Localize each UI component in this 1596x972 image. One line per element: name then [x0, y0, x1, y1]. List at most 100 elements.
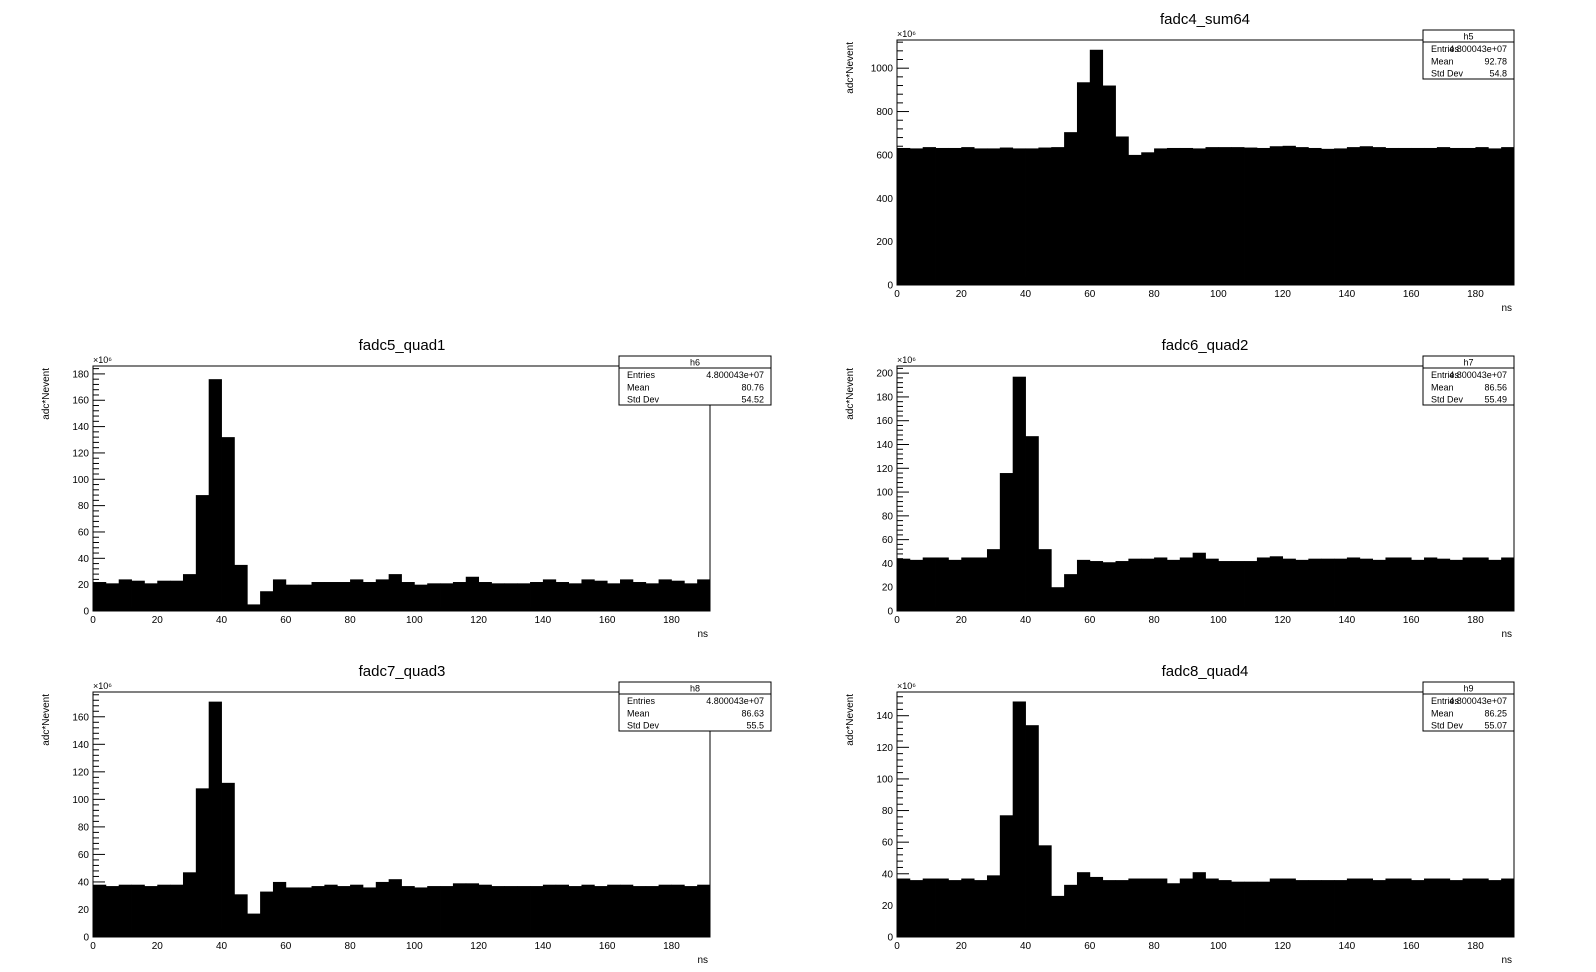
histogram-bar: [684, 886, 698, 937]
histogram-bar: [298, 887, 312, 937]
histogram-bar: [118, 579, 132, 611]
histogram-bar: [1334, 148, 1348, 285]
histogram-bar: [1218, 880, 1232, 937]
histogram-bar: [1424, 878, 1438, 937]
histogram-bar: [1128, 878, 1142, 937]
histogram-bar: [504, 583, 518, 611]
y-axis-label: adc*Nevent: [845, 42, 856, 94]
histogram-bar: [581, 579, 595, 611]
histogram-bar: [1154, 148, 1168, 285]
y-tick-label: 60: [78, 850, 90, 861]
stats-box-frame: [618, 681, 772, 732]
x-tick-label: 100: [1210, 615, 1227, 626]
histogram-bar: [1475, 557, 1489, 611]
y-tick-label: 20: [882, 901, 894, 912]
histogram-bar: [324, 884, 338, 937]
histogram-bar: [1231, 147, 1245, 285]
histogram-bar: [478, 884, 492, 937]
histogram-bars: [897, 376, 1515, 611]
histogram-bar: [1372, 147, 1386, 285]
histogram-bar: [285, 584, 300, 611]
y-tick-label: 140: [876, 440, 893, 451]
histogram-bar: [530, 886, 544, 937]
histogram-bar: [375, 579, 390, 611]
x-tick-label: 180: [663, 941, 680, 952]
histogram-bar: [131, 884, 145, 937]
histogram-bar: [311, 886, 325, 937]
histogram-bar: [1154, 878, 1168, 937]
stats-row-key: Entries: [1431, 696, 1460, 706]
histogram-bar: [1192, 552, 1206, 611]
histogram-bar: [1295, 147, 1309, 285]
x-tick-label: 0: [90, 615, 96, 626]
x-tick-label: 120: [470, 941, 487, 952]
stats-row-key: Mean: [1431, 382, 1454, 392]
histogram-bar: [1308, 147, 1322, 285]
x-tick-label: 120: [1274, 615, 1291, 626]
histogram-bar: [530, 582, 544, 611]
histogram-bar: [1102, 880, 1116, 937]
histogram-bar: [375, 881, 390, 937]
x-tick-label: 160: [1403, 941, 1420, 952]
histogram-bar: [974, 557, 988, 611]
histogram-bar: [935, 557, 949, 611]
y-tick-label: 160: [72, 712, 89, 723]
y-tick-label: 40: [78, 554, 90, 565]
histogram-bar: [157, 884, 171, 937]
histogram-bar: [1102, 562, 1116, 611]
histogram-bars: [93, 379, 711, 611]
histogram-bar: [1141, 558, 1155, 611]
x-tick-label: 60: [280, 941, 292, 952]
stats-row-value: 55.49: [1484, 395, 1507, 405]
histogram-bar: [414, 584, 428, 611]
histogram-bar: [1411, 559, 1425, 611]
histogram-bar: [1321, 558, 1335, 611]
histogram-bar: [1462, 557, 1476, 611]
histogram-bar: [1449, 880, 1463, 937]
histogram-bar: [1179, 147, 1194, 285]
histogram-bar: [1488, 148, 1502, 285]
x-tick-label: 20: [152, 615, 164, 626]
histogram-bar: [427, 583, 441, 611]
histogram-bar: [999, 473, 1014, 611]
histogram-bar: [948, 880, 962, 937]
stats-row-value: 4.800043e+07: [1449, 44, 1507, 54]
y-tick-label: 0: [83, 933, 89, 944]
histogram-bar: [1488, 559, 1502, 611]
histogram-bar: [1089, 876, 1104, 937]
histogram-bar: [632, 886, 647, 937]
histogram-bar: [452, 582, 467, 611]
y-axis-label: adc*Nevent: [845, 368, 856, 420]
histogram-bar: [658, 884, 672, 937]
histogram-bar: [1231, 881, 1245, 937]
histogram-bar: [620, 579, 634, 611]
stats-box-name: h7: [1463, 358, 1473, 368]
histogram-bar: [1308, 880, 1322, 937]
x-tick-label: 160: [599, 941, 616, 952]
histogram-bar: [324, 582, 338, 611]
histogram-bar: [260, 891, 274, 937]
stats-row-key: Std Dev: [1431, 721, 1464, 731]
histogram-bar: [909, 880, 924, 937]
x-tick-label: 40: [1020, 615, 1032, 626]
histogram-bar: [1089, 49, 1104, 286]
chart-title: fadc7_quad3: [359, 663, 446, 680]
histogram-bar: [922, 878, 936, 937]
x-tick-label: 160: [1403, 615, 1420, 626]
stats-row-value: 4.800043e+07: [706, 696, 764, 706]
y-tick-label: 60: [882, 535, 894, 546]
histogram-bar: [1051, 895, 1065, 937]
histogram-bar: [1346, 147, 1361, 285]
histogram-bar: [1154, 557, 1168, 611]
histogram-bar: [131, 580, 145, 611]
histogram-bar: [170, 884, 184, 937]
histogram-bar: [607, 583, 621, 611]
histogram-panel-4: fadc7_quad3 0 20 40 60 80 100 120 140 160 180 ns 0 20…: [41, 663, 772, 966]
histogram-bar: [568, 886, 582, 937]
histogram-bar: [658, 579, 672, 611]
y-tick-label: 800: [876, 107, 893, 118]
histogram-bar: [922, 147, 936, 285]
histogram-bar: [1256, 147, 1271, 285]
histogram-panel-2: fadc5_quad1 0 20 40 60 80 100 120 140 160 180 ns 0 20…: [41, 337, 772, 640]
